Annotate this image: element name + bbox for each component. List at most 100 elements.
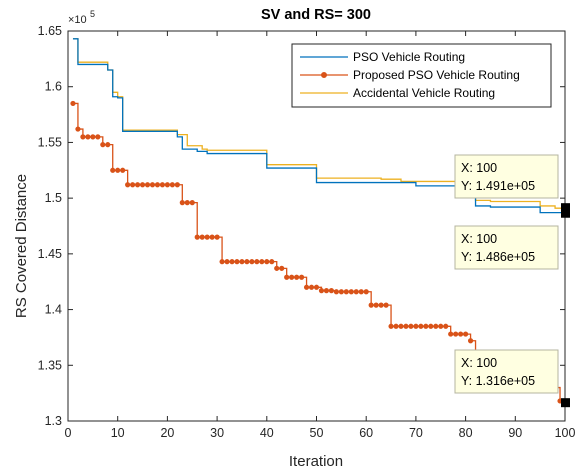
series-marker <box>244 259 250 265</box>
x-axis-label: Iteration <box>289 453 343 470</box>
series-marker <box>418 323 424 329</box>
y-tick-label: 1.6 <box>45 80 62 94</box>
series-marker <box>224 259 230 265</box>
series-marker <box>358 289 364 295</box>
series-marker <box>249 259 255 265</box>
series-marker <box>95 134 101 140</box>
series-marker <box>393 323 399 329</box>
series-marker <box>169 182 175 188</box>
series-marker <box>204 234 210 240</box>
y-tick-label: 1.55 <box>38 135 62 149</box>
y-tick-label: 1.5 <box>45 191 62 205</box>
series-marker <box>80 134 86 140</box>
series-marker <box>408 323 414 329</box>
series-marker <box>388 323 394 329</box>
series-marker <box>110 167 116 173</box>
series-marker <box>383 302 389 308</box>
series-marker <box>353 289 359 295</box>
series-marker <box>458 331 464 337</box>
series-marker <box>90 134 96 140</box>
series-marker <box>398 323 404 329</box>
x-tick-label: 20 <box>160 426 174 440</box>
series-marker <box>194 234 200 240</box>
series-marker <box>234 259 240 265</box>
series-marker <box>174 182 180 188</box>
datatip-marker <box>561 203 570 213</box>
series-marker <box>179 200 185 206</box>
series-marker <box>323 288 330 294</box>
series-marker <box>338 289 344 295</box>
series-marker <box>164 182 170 188</box>
series-marker <box>413 323 419 329</box>
x-tick-label: 100 <box>555 426 575 440</box>
series-marker <box>308 284 315 290</box>
x-tick-label: 40 <box>260 426 274 440</box>
x-tick-label: 30 <box>210 426 224 440</box>
legend-entry: PSO Vehicle Routing <box>353 50 465 64</box>
datatip-x: X: 100 <box>461 161 497 175</box>
series-marker <box>229 259 235 265</box>
y-tick-label: 1.45 <box>38 247 62 261</box>
series-marker <box>343 289 349 295</box>
series-marker <box>269 259 275 265</box>
y-exponent-base: ×10 <box>68 14 87 26</box>
x-tick-label: 90 <box>508 426 522 440</box>
series-marker <box>75 126 81 132</box>
axes-layer: 0 10 20 30 40 50 60 70 80 90 100 1.3 1.35 1.4 1.45 1.5 1… <box>38 24 575 440</box>
series-marker <box>368 302 374 308</box>
series-marker <box>403 323 409 329</box>
datatip-box <box>454 154 559 199</box>
series-marker <box>378 302 384 308</box>
series-marker <box>284 274 290 280</box>
series-line <box>72 38 566 214</box>
series-marker <box>184 200 190 206</box>
x-tick-label: 50 <box>310 426 324 440</box>
datatip-y: Y: 1.316e+05 <box>461 374 535 388</box>
y-tick-label: 1.4 <box>45 303 62 317</box>
y-tick-label: 1.65 <box>38 24 62 38</box>
x-tick-label: 80 <box>459 426 473 440</box>
series-marker <box>443 323 449 329</box>
series-marker <box>219 259 225 265</box>
series-marker <box>289 274 295 280</box>
series-marker <box>105 142 111 148</box>
series-marker <box>264 259 270 265</box>
series-marker <box>199 234 205 240</box>
x-tick-label: 10 <box>111 426 125 440</box>
datatip-box <box>454 349 559 394</box>
series-marker <box>154 182 161 188</box>
datatip-y: Y: 1.486e+05 <box>461 250 535 264</box>
y-exponent-power: 5 <box>90 9 95 19</box>
series-marker <box>70 100 76 107</box>
x-tick-label: 0 <box>65 426 72 440</box>
datatip-box <box>454 225 559 270</box>
series-marker <box>448 331 454 337</box>
series-marker <box>189 200 195 206</box>
series-marker <box>303 284 310 290</box>
datatip-y: Y: 1.491e+05 <box>461 179 535 193</box>
series-marker <box>313 284 320 290</box>
legend-marker <box>321 72 327 78</box>
series-marker <box>100 142 106 148</box>
series-marker <box>130 182 136 188</box>
series-marker <box>333 289 339 295</box>
series-marker <box>423 323 429 329</box>
y-axis-label: RS Covered Distance <box>13 174 30 318</box>
series-marker <box>318 288 325 294</box>
y-tick-label: 1.35 <box>38 358 62 372</box>
series-marker <box>438 323 444 329</box>
series-marker <box>239 259 245 265</box>
series-marker <box>134 182 141 188</box>
series-marker <box>115 167 121 173</box>
legend-entry: Accidental Vehicle Routing <box>353 86 495 100</box>
series-marker <box>254 259 260 265</box>
series-marker <box>125 182 131 188</box>
series-marker <box>428 323 434 329</box>
series-marker <box>159 182 166 188</box>
datatip-marker <box>561 208 570 218</box>
series-marker <box>214 234 220 240</box>
datatip-x: X: 100 <box>461 232 497 246</box>
series-marker <box>373 302 379 308</box>
chart-title: SV and RS= 300 <box>261 7 371 23</box>
